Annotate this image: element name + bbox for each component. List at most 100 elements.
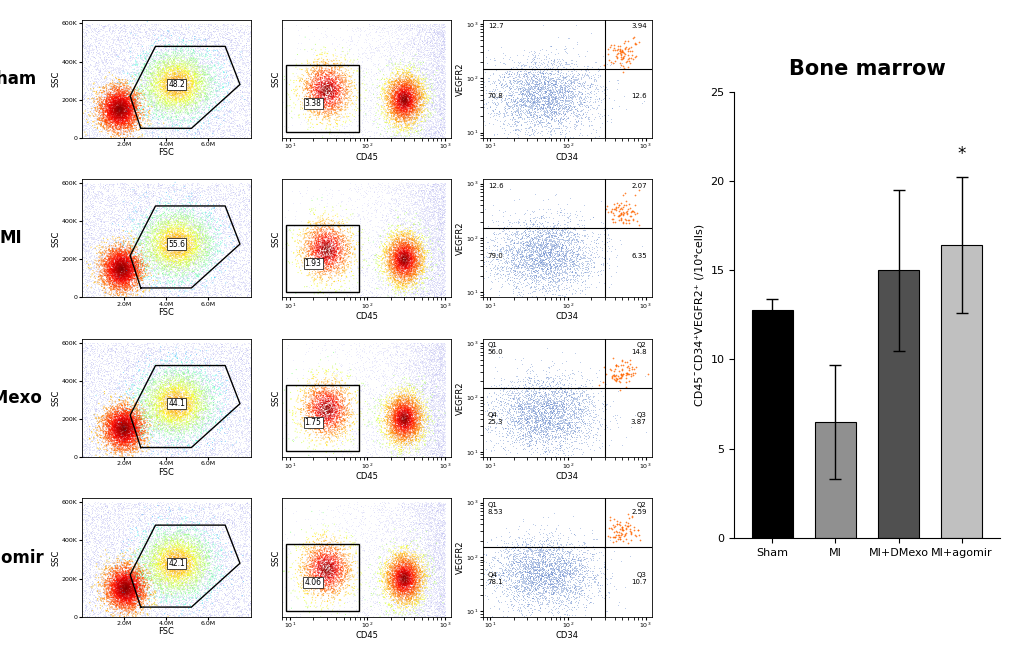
Point — [219, 102, 235, 112]
Point — [504, 414, 521, 424]
Point — [170, 79, 186, 90]
Point — [385, 575, 401, 585]
Point — [141, 114, 157, 125]
Point — [385, 441, 401, 452]
Point — [221, 113, 237, 124]
Point — [195, 256, 211, 267]
Point — [206, 89, 222, 99]
Point — [316, 583, 332, 593]
Point — [95, 389, 111, 400]
Point — [186, 71, 203, 81]
Point — [386, 85, 403, 96]
Point — [433, 590, 449, 600]
Point — [172, 580, 189, 590]
Point — [219, 560, 235, 571]
Point — [395, 113, 412, 123]
Point — [429, 415, 445, 425]
Point — [211, 541, 227, 552]
Point — [178, 401, 195, 411]
Point — [396, 592, 413, 603]
Point — [417, 121, 433, 132]
Point — [231, 398, 248, 408]
Point — [393, 562, 410, 572]
Point — [117, 274, 133, 285]
Point — [174, 274, 191, 284]
Point — [532, 393, 548, 403]
Point — [553, 230, 570, 241]
Point — [105, 543, 121, 554]
Point — [397, 241, 414, 251]
Point — [116, 409, 132, 420]
Point — [414, 36, 430, 47]
Point — [203, 55, 219, 66]
Point — [128, 374, 145, 384]
Point — [129, 417, 146, 428]
Point — [415, 243, 431, 253]
Point — [417, 109, 433, 119]
Point — [556, 106, 573, 116]
Point — [322, 265, 338, 276]
Point — [257, 211, 273, 221]
Point — [96, 115, 112, 126]
Point — [545, 231, 561, 241]
Point — [107, 108, 123, 119]
Point — [427, 220, 443, 231]
Point — [560, 525, 577, 535]
Point — [429, 552, 445, 562]
Point — [325, 573, 341, 584]
Point — [411, 566, 427, 577]
Point — [167, 52, 183, 62]
Point — [183, 228, 200, 239]
Point — [543, 261, 559, 272]
Point — [103, 108, 119, 119]
Point — [420, 384, 436, 394]
Point — [567, 267, 583, 277]
Point — [526, 113, 542, 123]
Point — [227, 292, 244, 302]
Point — [338, 213, 355, 223]
Point — [382, 38, 398, 49]
Point — [312, 553, 328, 564]
Point — [298, 578, 314, 588]
Point — [430, 401, 446, 412]
Point — [404, 92, 420, 102]
Point — [170, 515, 186, 525]
Point — [207, 258, 223, 268]
Point — [110, 411, 126, 422]
Point — [153, 573, 169, 584]
Point — [431, 375, 447, 385]
Point — [221, 216, 237, 226]
Point — [177, 599, 194, 609]
Point — [199, 83, 215, 94]
Point — [109, 54, 125, 64]
Point — [161, 410, 177, 420]
Point — [545, 409, 561, 420]
Point — [103, 123, 119, 133]
Point — [526, 117, 542, 128]
Point — [436, 508, 452, 519]
Point — [198, 543, 214, 554]
Point — [553, 100, 570, 110]
Point — [406, 107, 422, 117]
Point — [122, 413, 139, 424]
Point — [124, 567, 141, 578]
Point — [411, 395, 427, 405]
Point — [173, 119, 190, 129]
Point — [396, 434, 413, 445]
Point — [159, 574, 175, 584]
Point — [141, 405, 157, 415]
Point — [337, 413, 354, 424]
Point — [125, 280, 142, 291]
Point — [397, 273, 414, 283]
Point — [552, 410, 569, 420]
Point — [398, 422, 415, 433]
Point — [354, 286, 370, 297]
Point — [409, 509, 425, 520]
Point — [101, 266, 117, 276]
Point — [164, 239, 180, 250]
Point — [163, 410, 179, 420]
Point — [167, 75, 183, 86]
Point — [161, 409, 177, 420]
Point — [374, 241, 390, 252]
Point — [602, 114, 619, 125]
